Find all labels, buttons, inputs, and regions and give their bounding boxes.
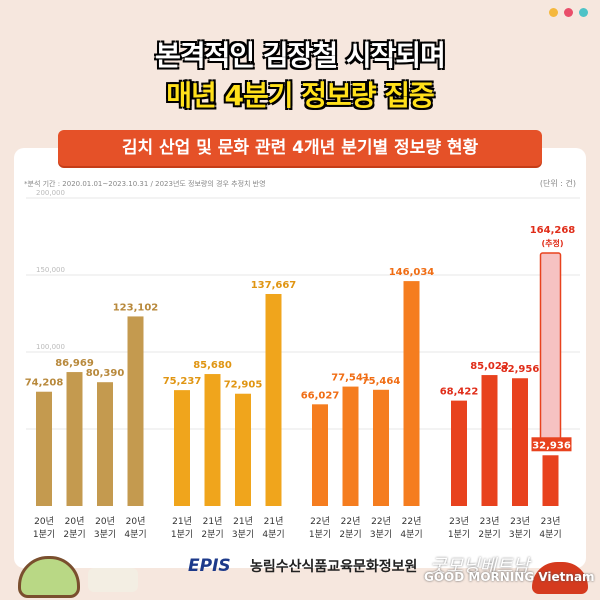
value-label: 85,680 bbox=[193, 360, 232, 371]
bar bbox=[36, 391, 52, 506]
bar bbox=[235, 393, 251, 506]
x-tick-year: 21년 bbox=[172, 516, 192, 527]
window-dots bbox=[549, 8, 588, 17]
x-tick-quarter: 2분기 bbox=[201, 529, 223, 540]
x-tick-year: 20년 bbox=[95, 516, 115, 527]
chart-title-banner: 김치 산업 및 문화 관련 4개년 분기별 정보량 현황 bbox=[58, 130, 542, 166]
value-label: 146,034 bbox=[389, 267, 435, 278]
value-label: 66,027 bbox=[301, 390, 340, 401]
bar bbox=[265, 293, 282, 506]
value-label: 74,208 bbox=[25, 378, 64, 389]
x-tick-quarter: 3분기 bbox=[509, 529, 531, 540]
bar bbox=[342, 386, 359, 506]
value-label: 68,422 bbox=[440, 387, 479, 398]
bar bbox=[174, 390, 190, 506]
y-tick-label: 100,000 bbox=[36, 343, 65, 351]
x-tick-year: 22년 bbox=[310, 516, 330, 527]
value-label: 72,905 bbox=[224, 380, 263, 391]
value-label: 75,237 bbox=[163, 376, 202, 387]
headline-line2-text: 매년 4분기 정보량 집중 bbox=[166, 79, 435, 112]
bar bbox=[204, 374, 221, 506]
y-tick-label: 150,000 bbox=[36, 266, 65, 274]
kimchi-bowl-illustration bbox=[532, 562, 588, 594]
estimate-tag: (추정) bbox=[541, 238, 563, 248]
x-tick-quarter: 4분기 bbox=[262, 529, 284, 540]
value-label-bg bbox=[531, 437, 572, 452]
x-tick-year: 22년 bbox=[371, 516, 391, 527]
x-tick-year: 23년 bbox=[449, 516, 469, 527]
bar bbox=[373, 389, 389, 506]
x-tick-year: 22년 bbox=[341, 516, 361, 527]
x-tick-year: 22년 bbox=[402, 516, 422, 527]
x-tick-year: 23년 bbox=[541, 516, 561, 527]
x-tick-year: 21년 bbox=[203, 516, 223, 527]
x-tick-year: 23년 bbox=[510, 516, 530, 527]
x-tick-quarter: 1분기 bbox=[33, 529, 55, 540]
chart-note: *분석 기간 : 2020.01.01~2023.10.31 / 2023년도 … bbox=[24, 179, 266, 188]
value-label: 137,667 bbox=[251, 280, 297, 291]
chart-svg: *분석 기간 : 2020.01.01~2023.10.31 / 2023년도 … bbox=[24, 178, 580, 540]
x-tick-year: 21년 bbox=[233, 516, 253, 527]
x-tick-quarter: 2분기 bbox=[478, 529, 500, 540]
value-label: 77,541 bbox=[331, 373, 370, 384]
dot-teal bbox=[579, 8, 588, 17]
x-tick-quarter: 4분기 bbox=[400, 529, 422, 540]
cabbage-bowl-illustration bbox=[18, 556, 80, 598]
x-tick-year: 23년 bbox=[480, 516, 500, 527]
x-tick-quarter: 2분기 bbox=[63, 529, 85, 540]
x-tick-quarter: 4분기 bbox=[124, 529, 146, 540]
value-label: 123,102 bbox=[113, 302, 159, 313]
x-tick-year: 20년 bbox=[65, 516, 85, 527]
dot-pink bbox=[564, 8, 573, 17]
x-tick-quarter: 2분기 bbox=[339, 529, 361, 540]
headline-line1: 본격적인 김장철 시작되며 bbox=[155, 39, 446, 72]
epis-logo: EPIS bbox=[188, 556, 231, 576]
x-tick-quarter: 1분기 bbox=[448, 529, 470, 540]
x-tick-year: 21년 bbox=[264, 516, 284, 527]
x-tick-quarter: 3분기 bbox=[232, 529, 254, 540]
bar bbox=[127, 316, 144, 506]
y-tick-label: 200,000 bbox=[36, 189, 65, 197]
value-label: 85,022 bbox=[470, 361, 509, 372]
bar bbox=[512, 378, 528, 506]
chart-bars bbox=[36, 252, 562, 506]
watermark-english: GOOD MORNING Vietnam bbox=[424, 570, 595, 584]
value-label: 75,464 bbox=[362, 376, 401, 387]
bar bbox=[451, 400, 467, 506]
bar bbox=[403, 281, 420, 506]
x-tick-year: 20년 bbox=[34, 516, 54, 527]
watermark-korean: 굿모닝베트남 bbox=[430, 556, 530, 577]
x-tick-quarter: 3분기 bbox=[94, 529, 116, 540]
bar bbox=[312, 404, 328, 506]
organization-name: 농림수산식품교육문화정보원 bbox=[250, 559, 418, 575]
bar bbox=[66, 372, 83, 506]
estimate-label: 164,268 bbox=[530, 225, 576, 236]
cutting-board-illustration bbox=[88, 568, 138, 592]
chart-unit: (단위 : 건) bbox=[540, 178, 576, 188]
bar bbox=[542, 455, 559, 506]
headline-line2: 매년 4분기 정보량 집중 bbox=[0, 74, 600, 114]
value-label: 82,956 bbox=[501, 364, 540, 375]
chart-x-labels: 20년 1분기 20년 2분기 20년 3분기 20년 4분기 21년 1분기 21년 2분기 21년 3… bbox=[33, 516, 562, 540]
bar bbox=[97, 382, 113, 506]
bar bbox=[481, 375, 498, 506]
bar-estimate bbox=[539, 252, 562, 451]
dot-yellow bbox=[549, 8, 558, 17]
value-label: 32,936 bbox=[532, 440, 571, 451]
x-tick-quarter: 4분기 bbox=[539, 529, 561, 540]
x-tick-quarter: 1분기 bbox=[171, 529, 193, 540]
x-tick-quarter: 1분기 bbox=[309, 529, 331, 540]
value-label: 86,969 bbox=[55, 358, 94, 369]
value-label: 80,390 bbox=[86, 368, 125, 379]
x-tick-quarter: 3분기 bbox=[370, 529, 392, 540]
x-tick-year: 20년 bbox=[126, 516, 146, 527]
